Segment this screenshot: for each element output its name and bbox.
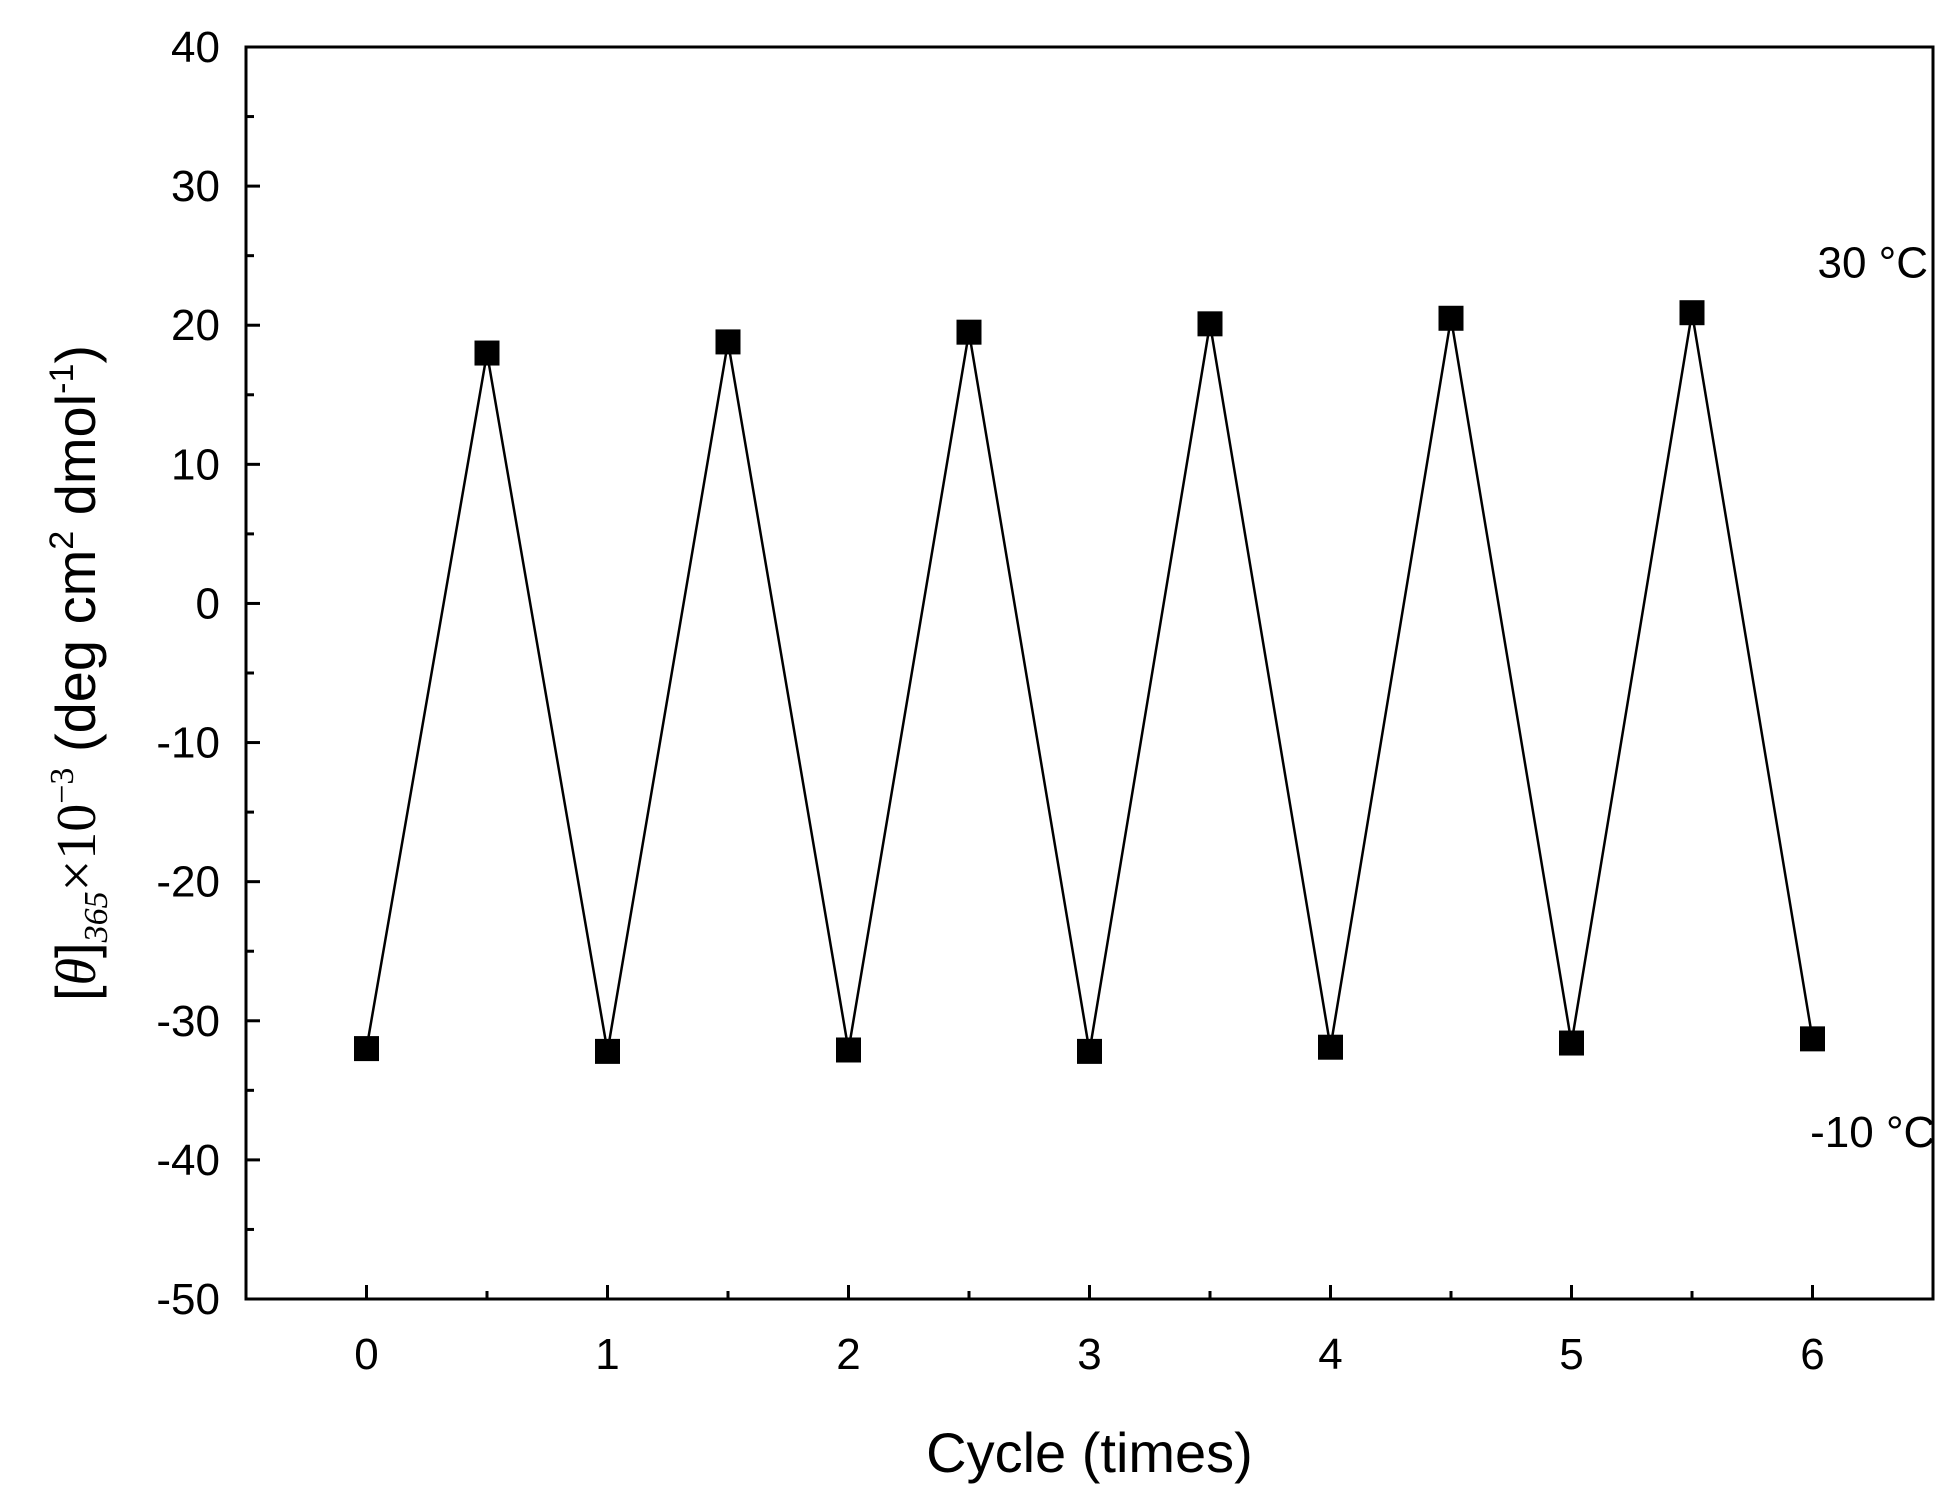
y-axis-title: [θ]365×10−3 (deg cm2 dmol-1) (43, 345, 115, 1001)
data-point (1679, 300, 1705, 326)
x-tick-label: 6 (1800, 1330, 1824, 1379)
x-axis: 0 1 2 3 4 5 6 (354, 1285, 1825, 1379)
data-point (1197, 311, 1223, 337)
data-point (1559, 1030, 1584, 1056)
y-title-theta: θ (46, 958, 108, 986)
data-point (595, 1038, 620, 1064)
y-tick-label: 30 (171, 162, 220, 211)
data-point (1438, 305, 1464, 331)
series-line (365, 312, 1814, 1052)
y-tick-label: -40 (156, 1136, 220, 1185)
y-tick-label: -20 (156, 858, 220, 907)
annotation-label: 30 °C (1817, 239, 1928, 288)
plot-frame (244, 45, 1935, 1301)
x-tick-label: 0 (354, 1330, 378, 1379)
data-point (1800, 1026, 1825, 1052)
x-axis-title: Cycle (times) (926, 1421, 1253, 1484)
x-tick-label: 1 (595, 1330, 619, 1379)
y-tick-label: -10 (156, 719, 220, 768)
data-point (354, 1036, 379, 1062)
y-title-unit-2: dmol (44, 394, 107, 531)
data-point (1077, 1038, 1102, 1064)
y-title-exponent: −3 (44, 768, 81, 804)
annotation-label: -10 °C (1810, 1108, 1935, 1157)
data-point (836, 1037, 861, 1063)
x-tick-label: 2 (836, 1330, 860, 1379)
y-tick-label: 0 (196, 579, 220, 628)
y-title-unit-sup-2: -1 (43, 364, 81, 394)
y-tick-label: 10 (171, 440, 220, 489)
y-title-multiplier: ×10 (46, 804, 108, 892)
y-title-unit-3: ) (44, 345, 107, 364)
y-title-unit-sup-1: 2 (43, 531, 81, 550)
data-point (1318, 1034, 1343, 1060)
x-tick-label: 3 (1077, 1330, 1101, 1379)
y-tick-label: 20 (171, 301, 220, 350)
data-point (715, 329, 741, 355)
y-title-subscript: 365 (78, 891, 115, 943)
y-tick-label: -30 (156, 997, 220, 1046)
annotations: 30 °C -10 °C (1810, 239, 1935, 1157)
y-tick-label: 40 (171, 23, 220, 72)
y-tick-label: -50 (156, 1275, 220, 1324)
series-layer (354, 300, 1825, 1064)
x-tick-label: 4 (1318, 1330, 1342, 1379)
y-title-unit-1: (deg cm (44, 550, 107, 768)
y-axis: -50 -40 -30 -20 -10 0 10 20 30 40 (156, 23, 260, 1324)
data-point (474, 340, 500, 366)
x-tick-label: 5 (1559, 1330, 1583, 1379)
y-title-bracket-close: ] (44, 942, 107, 958)
data-point (956, 319, 982, 345)
y-title-bracket-open: [ (44, 985, 107, 1001)
